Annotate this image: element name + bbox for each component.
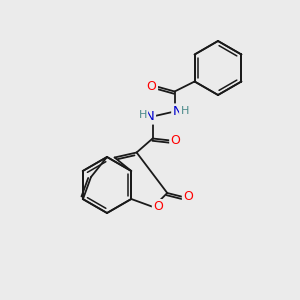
Text: N: N: [145, 110, 154, 123]
Text: O: O: [153, 200, 163, 214]
Text: N: N: [173, 105, 182, 118]
Text: O: O: [183, 190, 193, 203]
Text: H: H: [180, 106, 189, 116]
Text: O: O: [147, 80, 157, 93]
Text: H: H: [138, 110, 147, 121]
Text: O: O: [171, 134, 181, 147]
